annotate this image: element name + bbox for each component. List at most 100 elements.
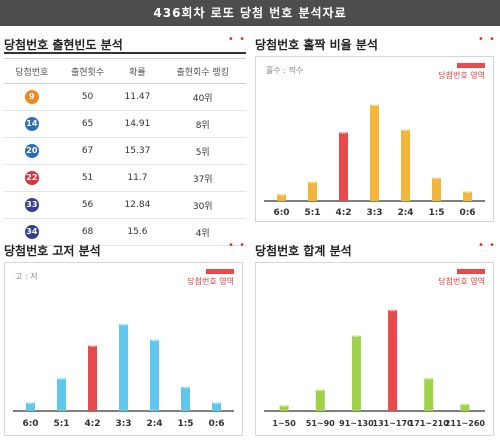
table-row: 20 67 15.37 5위 (4, 137, 246, 165)
column-header: 출현회수 랭킹 (159, 58, 246, 84)
rank-cell: 40위 (159, 83, 246, 111)
x-tick-label: 1:5 (177, 419, 193, 429)
highlow-section-title: 당첨번호 고저 분석 (4, 244, 101, 258)
probability-cell: 15.37 (115, 137, 160, 165)
x-tick-label: 0:6 (208, 419, 224, 429)
legend-swatch (206, 269, 234, 274)
x-tick-label: 2:4 (146, 419, 162, 429)
probability-cell: 11.47 (115, 83, 160, 111)
chart-sublabel: 고 : 저 (15, 272, 38, 281)
column-header: 확률 (115, 58, 160, 84)
table-row: 33 56 12.84 30위 (4, 191, 246, 219)
x-tick-label: 131~170 (373, 419, 414, 428)
bar (181, 385, 190, 411)
count-cell: 56 (59, 191, 116, 219)
oddeven-chart-panel: 홀수 : 짝수 당첨번호 영역 6:0 5:1 4:2 3:3 2:4 1:5 0:6 (255, 56, 494, 222)
bar (212, 400, 221, 411)
rank-cell: 4위 (159, 218, 246, 246)
bar (315, 388, 325, 411)
bar (460, 402, 470, 411)
x-tick-label: 91~130 (339, 419, 374, 428)
number-cell: 9 (4, 83, 60, 111)
chart-legend: 당첨번호 영역 (187, 269, 234, 287)
column-header: 출현횟수 (59, 58, 116, 84)
lotto-ball: 33 (24, 198, 39, 212)
bar-highlighted (339, 130, 348, 201)
bar (279, 403, 289, 411)
probability-cell: 12.84 (115, 191, 160, 219)
probability-cell: 11.7 (115, 164, 160, 192)
sum-chart-panel: 당첨번호 영역 1~50 51~90 91~130 131~170 171~210 211… (255, 262, 494, 436)
legend-label: 당첨번호 영역 (438, 71, 485, 80)
bar (424, 376, 434, 411)
bar (401, 127, 410, 201)
x-tick-label: 5:1 (53, 419, 69, 429)
chart-legend: 당첨번호 영역 (438, 269, 485, 287)
page-title: 436회차 로또 당첨 번호 분석자료 (0, 0, 500, 26)
number-cell: 34 (4, 218, 60, 246)
oddeven-bar-chart: 6:0 5:1 4:2 3:3 2:4 1:5 0:6 (264, 103, 485, 218)
x-tick-label: 4:2 (335, 208, 351, 218)
column-header: 당첨번호 (4, 58, 60, 84)
section-marker-icon: • • (228, 34, 246, 45)
legend-label: 당첨번호 영역 (187, 277, 234, 286)
bar (463, 189, 472, 201)
section-marker-icon: • • (478, 240, 496, 251)
count-cell: 51 (59, 164, 116, 192)
sum-section-title: 당첨번호 합계 분석 (255, 244, 352, 258)
number-cell: 14 (4, 110, 60, 138)
x-tick-label: 6:0 (273, 208, 289, 218)
bar (150, 338, 159, 411)
chart-legend: 당첨번호 영역 (438, 63, 485, 81)
bar-highlighted (88, 343, 97, 411)
section-marker-icon: • • (478, 34, 496, 45)
lotto-ball: 20 (24, 144, 39, 158)
probability-cell: 15.6 (115, 218, 160, 246)
section-marker-icon: • • (228, 240, 246, 251)
x-tick-label: 2:4 (397, 208, 413, 218)
count-cell: 67 (59, 137, 116, 165)
freq-title-underline (4, 52, 246, 54)
rank-cell: 8위 (159, 110, 246, 138)
lotto-ball: 14 (24, 117, 39, 131)
rank-cell: 37위 (159, 164, 246, 192)
bar (119, 322, 128, 411)
x-tick-label: 0:6 (459, 208, 475, 218)
x-tick-label: 5:1 (304, 208, 320, 218)
number-cell: 20 (4, 137, 60, 165)
legend-swatch (457, 63, 485, 68)
x-tick-label: 51~90 (306, 419, 335, 428)
rank-cell: 30위 (159, 191, 246, 219)
count-cell: 50 (59, 83, 116, 111)
highlow-chart-panel: 고 : 저 당첨번호 영역 6:0 5:1 4:2 3:3 2:4 1:5 0:6 (4, 262, 243, 436)
bar (26, 400, 35, 411)
number-cell: 33 (4, 191, 60, 219)
bar (370, 103, 379, 201)
count-cell: 65 (59, 110, 116, 138)
legend-swatch (457, 269, 485, 274)
bar (432, 176, 441, 201)
x-tick-label: 3:3 (115, 419, 131, 429)
x-tick-label: 171~210 (409, 419, 450, 428)
table-row: 9 50 11.47 40위 (4, 83, 246, 111)
x-tick-label: 4:2 (84, 419, 100, 429)
number-cell: 22 (4, 164, 60, 192)
oddeven-section-title: 당첨번호 홀짝 비율 분석 (255, 38, 378, 52)
table-header-row: 당첨번호 출현횟수 확률 출현회수 랭킹 (4, 58, 246, 84)
bar (277, 192, 286, 201)
legend-label: 당첨번호 영역 (438, 277, 485, 286)
table-row: 22 51 11.7 37위 (4, 164, 246, 192)
count-cell: 68 (59, 218, 116, 246)
x-tick-label: 6:0 (22, 419, 38, 429)
x-tick-label: 3:3 (366, 208, 382, 218)
probability-cell: 14.91 (115, 110, 160, 138)
x-tick-label: 211~260 (445, 419, 486, 428)
bar (351, 333, 361, 411)
rank-cell: 5위 (159, 137, 246, 165)
lotto-ball: 22 (24, 171, 39, 185)
lotto-ball: 9 (24, 90, 39, 104)
bar (308, 180, 317, 201)
freq-section-title: 당첨번호 출현빈도 분석 (4, 38, 123, 52)
frequency-table: 당첨번호 출현횟수 확률 출현회수 랭킹 9 50 11.47 40위 14 65 14.9… (4, 58, 246, 246)
